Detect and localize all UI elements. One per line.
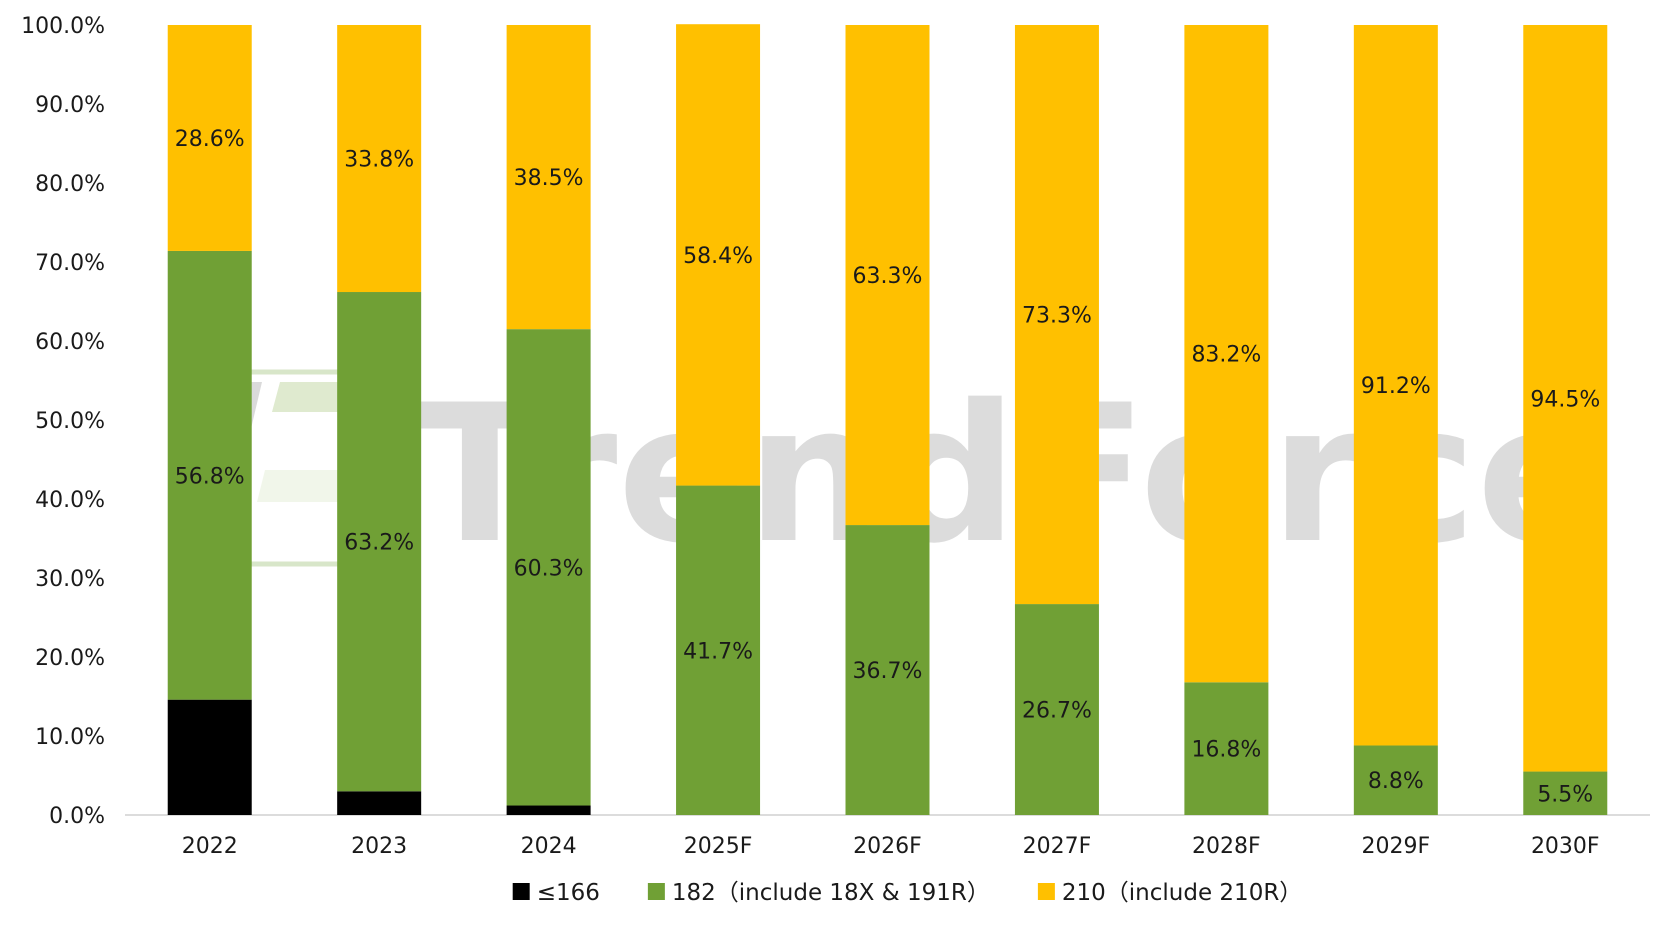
legend-swatch: [647, 883, 665, 900]
y-tick-label: 10.0%: [35, 725, 105, 750]
bar-segment: [676, 24, 761, 486]
data-label: 36.7%: [853, 659, 923, 684]
y-tick-label: 0.0%: [49, 804, 105, 829]
bar-segment: [337, 25, 422, 293]
bar-segment: [1014, 25, 1099, 605]
y-tick-label: 100.0%: [21, 14, 105, 39]
data-label: 60.3%: [514, 556, 584, 581]
data-label: 28.6%: [175, 127, 245, 152]
data-label: 58.4%: [683, 244, 753, 269]
x-tick-label: 2028F: [1192, 834, 1261, 859]
legend-label: 182（include 18X & 191R）: [672, 880, 990, 906]
x-tick-label: 2024: [521, 834, 577, 859]
legend-item: 210（include 210R）: [1037, 880, 1302, 906]
legend-label: 210（include 210R）: [1062, 880, 1302, 906]
data-label: 63.3%: [853, 264, 923, 289]
y-tick-label: 60.0%: [35, 330, 105, 355]
y-tick-label: 80.0%: [35, 172, 105, 197]
x-tick-label: 2025F: [684, 834, 753, 859]
data-label: 94.5%: [1530, 387, 1600, 412]
axes: 0.0% 10.0% 20.0% 30.0% 40.0% 50.0% 60.0% 70.0% 8…: [21, 14, 1650, 859]
bar-segment: [1353, 25, 1438, 746]
bar-segment: [1523, 25, 1608, 772]
bar-segment: [167, 699, 252, 815]
bar-segment: [1184, 25, 1269, 683]
bar-segment: [845, 25, 930, 526]
bar-segment: [506, 805, 591, 815]
legend: ≤166 182（include 18X & 191R） 210（include 2…: [512, 880, 1302, 906]
y-tick-label: 40.0%: [35, 488, 105, 513]
bar-segment: [167, 250, 252, 700]
bar-segment: [506, 25, 591, 330]
legend-label: ≤166: [537, 880, 600, 906]
x-tick-label: 2022: [182, 834, 238, 859]
data-label: 26.7%: [1022, 699, 1092, 724]
bar-segment: [337, 292, 422, 792]
bar-segment: [1184, 682, 1269, 815]
data-label: 16.8%: [1191, 738, 1261, 763]
bar-segment: [1014, 604, 1099, 815]
y-tick-label: 90.0%: [35, 93, 105, 118]
data-label: 8.8%: [1368, 769, 1424, 794]
bar-segment: [506, 329, 591, 806]
x-tick-label: 2029F: [1362, 834, 1431, 859]
legend-item: 182（include 18X & 191R）: [647, 880, 990, 906]
bar-segment: [167, 25, 252, 251]
data-label: 38.5%: [514, 166, 584, 191]
data-label: 5.5%: [1537, 782, 1593, 807]
y-tick-label: 50.0%: [35, 409, 105, 434]
y-tick-label: 20.0%: [35, 646, 105, 671]
data-labels: 56.8% 28.6% 63.2% 33.8% 60.3% 38.5% 41.7% 58.4%…: [175, 127, 1600, 807]
bar-segment: [1523, 771, 1608, 815]
data-label: 73.3%: [1022, 304, 1092, 329]
x-tick-label: 2023: [351, 834, 407, 859]
data-label: 91.2%: [1361, 374, 1431, 399]
x-tick-label: 2027F: [1023, 834, 1092, 859]
legend-swatch: [1037, 883, 1055, 900]
data-label: 63.2%: [344, 531, 414, 556]
x-tick-label: 2030F: [1531, 834, 1600, 859]
bar-segment: [676, 485, 761, 815]
bar-segment: [1353, 745, 1438, 815]
y-tick-label: 30.0%: [35, 567, 105, 592]
legend-item: ≤166: [512, 880, 600, 906]
y-tick-label: 70.0%: [35, 251, 105, 276]
data-label: 33.8%: [344, 148, 414, 173]
bar-segment: [337, 791, 422, 815]
x-tick-label: 2026F: [853, 834, 922, 859]
legend-swatch: [512, 883, 530, 900]
data-label: 56.8%: [175, 464, 245, 489]
data-label: 41.7%: [683, 639, 753, 664]
bar-segment: [845, 525, 930, 815]
bars: [167, 24, 1608, 815]
data-label: 83.2%: [1191, 343, 1261, 368]
